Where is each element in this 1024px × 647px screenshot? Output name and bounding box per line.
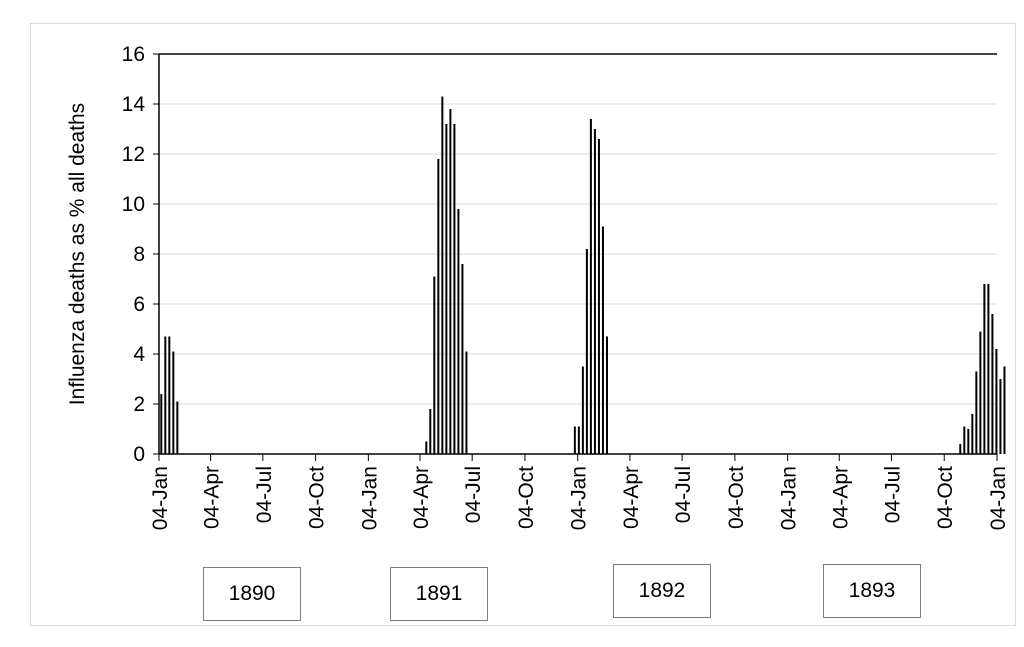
bar-28 bbox=[971, 414, 974, 454]
y-tick-label-4: 4 bbox=[133, 343, 145, 366]
bar-13 bbox=[457, 209, 460, 454]
y-tick-label-16: 16 bbox=[122, 43, 145, 66]
x-tick-label-6: 04-Jul bbox=[462, 466, 485, 523]
year-label-1891: 1891 bbox=[390, 567, 488, 621]
year-label-1890: 1890 bbox=[203, 567, 301, 621]
bar-27 bbox=[967, 429, 970, 454]
x-tick-label-16: 04-Jan bbox=[987, 466, 1010, 530]
bar-14 bbox=[461, 264, 464, 454]
bar-32 bbox=[987, 284, 990, 454]
y-tick-labels: 0 2 4 6 8 10 12 14 16 bbox=[122, 43, 146, 466]
bar-5 bbox=[425, 441, 428, 454]
bar-12 bbox=[453, 124, 456, 454]
bar-6 bbox=[429, 409, 432, 454]
y-tick-label-2: 2 bbox=[133, 393, 145, 416]
bar-1 bbox=[164, 336, 167, 454]
bar-31 bbox=[983, 284, 986, 454]
x-tick-label-2: 04-Jul bbox=[253, 466, 276, 523]
bar-11 bbox=[449, 109, 452, 454]
x-tick-label-10: 04-Jul bbox=[672, 466, 695, 523]
y-tick-label-8: 8 bbox=[133, 243, 145, 266]
y-axis-label: Influenza deaths as % all deaths bbox=[66, 103, 89, 405]
bar-4 bbox=[176, 401, 179, 454]
bar-26 bbox=[963, 426, 966, 454]
x-tick-label-8: 04-Jan bbox=[568, 466, 591, 530]
x-tick-label-3: 04-Oct bbox=[306, 466, 329, 529]
bar-18 bbox=[581, 366, 584, 454]
x-tick-label-9: 04-Apr bbox=[620, 466, 643, 529]
bar-16 bbox=[573, 426, 576, 454]
bar-22 bbox=[597, 139, 600, 454]
axes bbox=[153, 53, 998, 461]
y-tick-label-0: 0 bbox=[133, 443, 145, 466]
x-tick-label-5: 04-Apr bbox=[410, 466, 433, 529]
x-tick-label-1: 04-Apr bbox=[201, 466, 224, 529]
y-tick-label-14: 14 bbox=[122, 93, 146, 116]
y-tick-label-10: 10 bbox=[122, 193, 145, 216]
x-tick-label-0: 04-Jan bbox=[149, 466, 172, 530]
bar-0 bbox=[160, 394, 163, 454]
year-label-1893: 1893 bbox=[823, 564, 921, 618]
x-tick-label-14: 04-Jul bbox=[881, 466, 904, 523]
bar-25 bbox=[959, 444, 962, 454]
bar-8 bbox=[437, 159, 440, 454]
x-tick-label-13: 04-Apr bbox=[829, 466, 852, 529]
bar-33 bbox=[991, 314, 994, 454]
bar-21 bbox=[593, 129, 596, 454]
bar-series bbox=[160, 96, 1006, 454]
bar-15 bbox=[465, 351, 468, 454]
bar-35 bbox=[999, 379, 1002, 454]
bar-10 bbox=[445, 124, 448, 454]
x-tick-label-12: 04-Jan bbox=[778, 466, 801, 530]
bar-30 bbox=[979, 331, 982, 454]
x-tick-labels: 04-Jan 04-Apr 04-Jul 04-Oct 04-Jan 04-Apr 04-J… bbox=[149, 466, 1010, 530]
bar-29 bbox=[975, 371, 978, 454]
y-tick-label-6: 6 bbox=[133, 293, 145, 316]
bar-9 bbox=[441, 96, 444, 454]
chart-frame bbox=[30, 23, 1016, 626]
x-tick-label-11: 04-Oct bbox=[725, 466, 748, 529]
bar-36 bbox=[1003, 366, 1006, 454]
bar-7 bbox=[433, 276, 436, 454]
x-tick-label-4: 04-Jan bbox=[358, 466, 381, 530]
x-tick-label-15: 04-Oct bbox=[934, 466, 957, 529]
bar-23 bbox=[601, 226, 604, 454]
gridlines bbox=[159, 103, 997, 405]
bar-2 bbox=[168, 336, 171, 454]
year-label-1892: 1892 bbox=[613, 564, 711, 618]
x-tick-label-7: 04-Oct bbox=[515, 466, 538, 529]
bar-17 bbox=[577, 426, 580, 454]
bar-20 bbox=[589, 119, 592, 454]
bar-19 bbox=[585, 249, 588, 454]
bar-3 bbox=[172, 351, 175, 454]
y-tick-label-12: 12 bbox=[122, 143, 145, 166]
bar-34 bbox=[995, 349, 998, 454]
bar-24 bbox=[605, 336, 608, 454]
